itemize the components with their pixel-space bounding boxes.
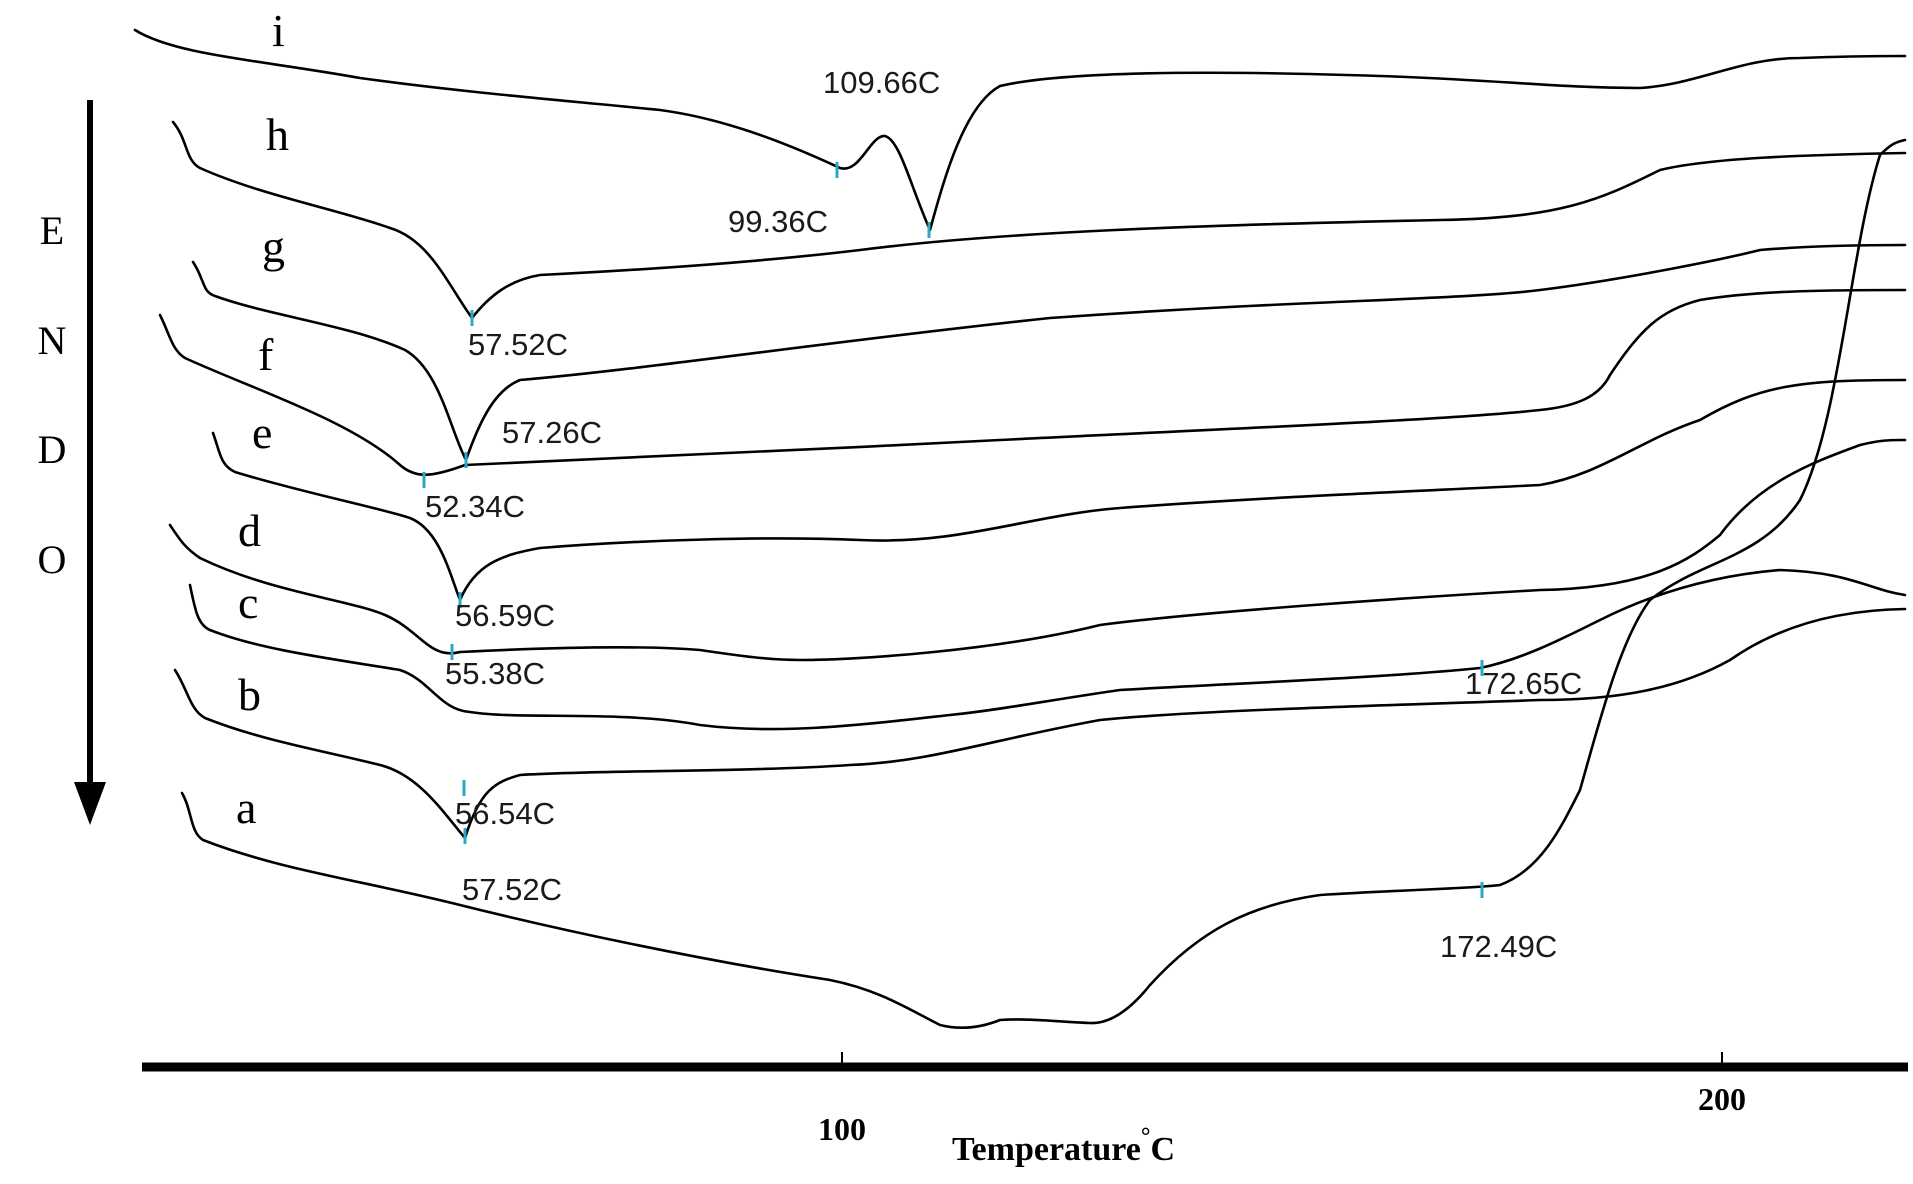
x-axis-title: Temperature°C	[952, 1124, 1175, 1168]
endo-letter-n: N	[38, 318, 67, 363]
peak-labels: 99.36C 109.66C 57.52C 57.26C 52.34C 56.5…	[425, 65, 1582, 964]
curve-b	[173, 607, 1907, 840]
curve-d	[168, 438, 1907, 662]
curves	[133, 28, 1907, 1030]
curve-label-d: d	[238, 505, 261, 556]
curve-label-g: g	[262, 221, 285, 272]
peak-label-c-1: 56.54C	[455, 796, 555, 831]
peak-label-f: 52.34C	[425, 489, 525, 524]
curve-label-c: c	[238, 577, 258, 628]
curve-label-b: b	[238, 669, 261, 720]
curve-f	[158, 288, 1907, 476]
x-axis-title-degree: °	[1141, 1124, 1151, 1150]
endo-letter-e: E	[40, 208, 64, 253]
x-axis: 100 200 Temperature°C	[142, 1052, 1908, 1168]
endo-letter-d: D	[38, 427, 67, 472]
endo-label: E N D O	[38, 208, 67, 582]
x-axis-title-text: Temperature	[952, 1131, 1141, 1168]
curve-c	[188, 568, 1907, 731]
peak-label-c-2: 172.65C	[1465, 666, 1582, 701]
curve-label-h: h	[266, 109, 289, 160]
peak-label-e: 56.59C	[455, 598, 555, 633]
peak-label-i-1: 99.36C	[728, 204, 828, 239]
peak-label-h: 57.52C	[468, 327, 568, 362]
x-axis-title-unit: C	[1150, 1131, 1175, 1168]
curve-label-i: i	[272, 5, 285, 56]
endo-letter-o: O	[38, 537, 67, 582]
curve-e	[211, 378, 1907, 602]
curve-label-a: a	[236, 782, 256, 833]
peak-label-d: 55.38C	[445, 656, 545, 691]
peak-label-g: 57.26C	[502, 415, 602, 450]
curve-h	[171, 120, 1907, 320]
curve-label-e: e	[252, 407, 272, 458]
peak-label-b: 57.52C	[462, 872, 562, 907]
curve-i	[133, 28, 1907, 232]
curve-label-f: f	[258, 329, 274, 380]
x-tick-label-100: 100	[818, 1111, 866, 1147]
curve-g	[191, 243, 1907, 462]
peak-label-i-2: 109.66C	[823, 65, 940, 100]
peak-label-a: 172.49C	[1440, 929, 1557, 964]
curve-a	[180, 138, 1907, 1030]
curve-labels: i h g f e d c b a	[236, 5, 289, 833]
endo-arrow	[74, 100, 106, 825]
peak-markers	[422, 162, 1484, 898]
x-tick-label-200: 200	[1698, 1081, 1746, 1117]
